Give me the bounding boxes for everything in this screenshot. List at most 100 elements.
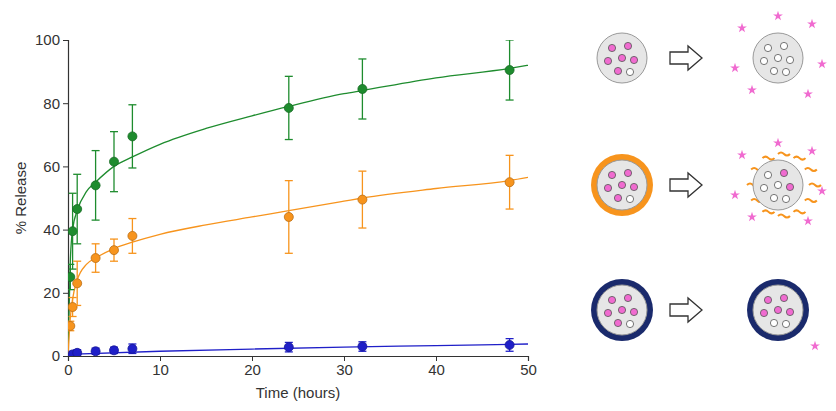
empty-pore bbox=[770, 67, 777, 74]
error-cap bbox=[68, 289, 74, 290]
shell-fragment bbox=[805, 199, 817, 202]
error-bar bbox=[285, 181, 293, 254]
y-tick: 80 bbox=[43, 95, 68, 112]
schematic bbox=[591, 11, 827, 350]
series bbox=[68, 339, 514, 356]
fit-line bbox=[68, 344, 528, 354]
loaded-pore bbox=[624, 294, 631, 301]
data-point bbox=[505, 340, 514, 349]
error-cap bbox=[92, 243, 100, 244]
released-drug bbox=[737, 150, 747, 159]
error-cap bbox=[506, 40, 514, 41]
y-tick-label: 40 bbox=[43, 221, 60, 238]
y-tick-mark bbox=[63, 293, 68, 294]
released-drug bbox=[817, 59, 827, 68]
particle bbox=[747, 153, 821, 218]
y-tick-mark bbox=[63, 356, 68, 357]
released-drug bbox=[730, 190, 740, 199]
empty-pore bbox=[770, 194, 777, 201]
data-point bbox=[284, 103, 293, 112]
data-point bbox=[68, 227, 77, 236]
x-tick-label: 20 bbox=[244, 361, 261, 378]
y-tick: 100 bbox=[35, 31, 68, 48]
loaded-pore bbox=[608, 44, 615, 51]
y-tick-label: 0 bbox=[52, 347, 60, 364]
released-drug bbox=[773, 138, 783, 147]
error-cap bbox=[69, 268, 77, 269]
error-bar bbox=[285, 342, 293, 351]
error-cap bbox=[69, 297, 77, 298]
error-cap bbox=[73, 174, 81, 175]
error-bar bbox=[506, 155, 514, 209]
error-cap bbox=[73, 243, 81, 244]
fit-line bbox=[68, 177, 528, 356]
loaded-pore bbox=[614, 67, 621, 74]
particle bbox=[753, 33, 803, 83]
error-cap bbox=[506, 338, 514, 339]
x-axis-title: Time (hours) bbox=[256, 384, 340, 401]
loaded-pore bbox=[618, 54, 625, 61]
loaded-pore bbox=[780, 169, 787, 176]
loaded-pore bbox=[760, 309, 767, 316]
empty-pore bbox=[626, 68, 633, 75]
x-tick: 50 bbox=[520, 356, 537, 378]
core bbox=[597, 160, 647, 210]
error-cap bbox=[73, 305, 81, 306]
shell bbox=[591, 279, 653, 341]
y-tick-mark bbox=[63, 40, 68, 41]
released-drug bbox=[817, 186, 827, 195]
x-tick: 0 bbox=[64, 356, 72, 378]
error-bar bbox=[73, 261, 81, 305]
error-cap bbox=[285, 76, 293, 77]
loaded-pore bbox=[786, 308, 793, 315]
x-axis-line bbox=[69, 357, 529, 362]
fit-line bbox=[68, 65, 528, 356]
empty-pore bbox=[764, 171, 771, 178]
error-cap bbox=[506, 99, 514, 100]
loaded-pore bbox=[614, 194, 621, 201]
empty-pore bbox=[774, 181, 781, 188]
error-bar bbox=[68, 321, 74, 330]
loaded-pore bbox=[786, 183, 793, 190]
chart: 01020304050020406080100Time (hours)% Rel… bbox=[0, 0, 836, 411]
empty-pore bbox=[626, 320, 633, 327]
y-tick-label: 100 bbox=[35, 31, 60, 48]
y-axis-line bbox=[63, 41, 69, 357]
data-point bbox=[505, 178, 514, 187]
error-bar bbox=[69, 298, 77, 317]
core bbox=[597, 33, 647, 83]
plot-area bbox=[68, 40, 528, 356]
loaded-pore bbox=[774, 306, 781, 313]
error-bar bbox=[358, 171, 366, 228]
x-tick: 40 bbox=[428, 356, 445, 378]
error-cap bbox=[506, 351, 514, 352]
particle bbox=[597, 160, 647, 210]
empty-pore bbox=[764, 44, 771, 51]
shell-fragment bbox=[778, 215, 790, 218]
error-cap bbox=[110, 238, 118, 239]
data-point bbox=[284, 212, 293, 221]
y-axis-title: % Release bbox=[12, 162, 29, 235]
loaded-pore bbox=[618, 306, 625, 313]
empty-pore bbox=[782, 195, 789, 202]
error-bar bbox=[285, 76, 293, 139]
error-bar bbox=[73, 174, 81, 244]
error-cap bbox=[285, 180, 293, 181]
data-point bbox=[91, 347, 100, 356]
data-point bbox=[358, 195, 367, 204]
released-drug bbox=[807, 146, 817, 155]
empty-pore bbox=[786, 56, 793, 63]
loaded-pore bbox=[630, 56, 637, 63]
error-bar bbox=[358, 342, 366, 351]
error-bar bbox=[358, 59, 366, 119]
particle bbox=[747, 279, 809, 341]
shell-fragment bbox=[763, 210, 775, 213]
particle bbox=[597, 33, 647, 83]
x-tick-label: 0 bbox=[64, 361, 72, 378]
x-tick-label: 10 bbox=[152, 361, 169, 378]
released-drug bbox=[810, 341, 820, 350]
error-bar bbox=[128, 344, 136, 353]
released-drug bbox=[730, 63, 740, 72]
released-drug bbox=[747, 212, 757, 221]
data-point bbox=[284, 343, 293, 352]
